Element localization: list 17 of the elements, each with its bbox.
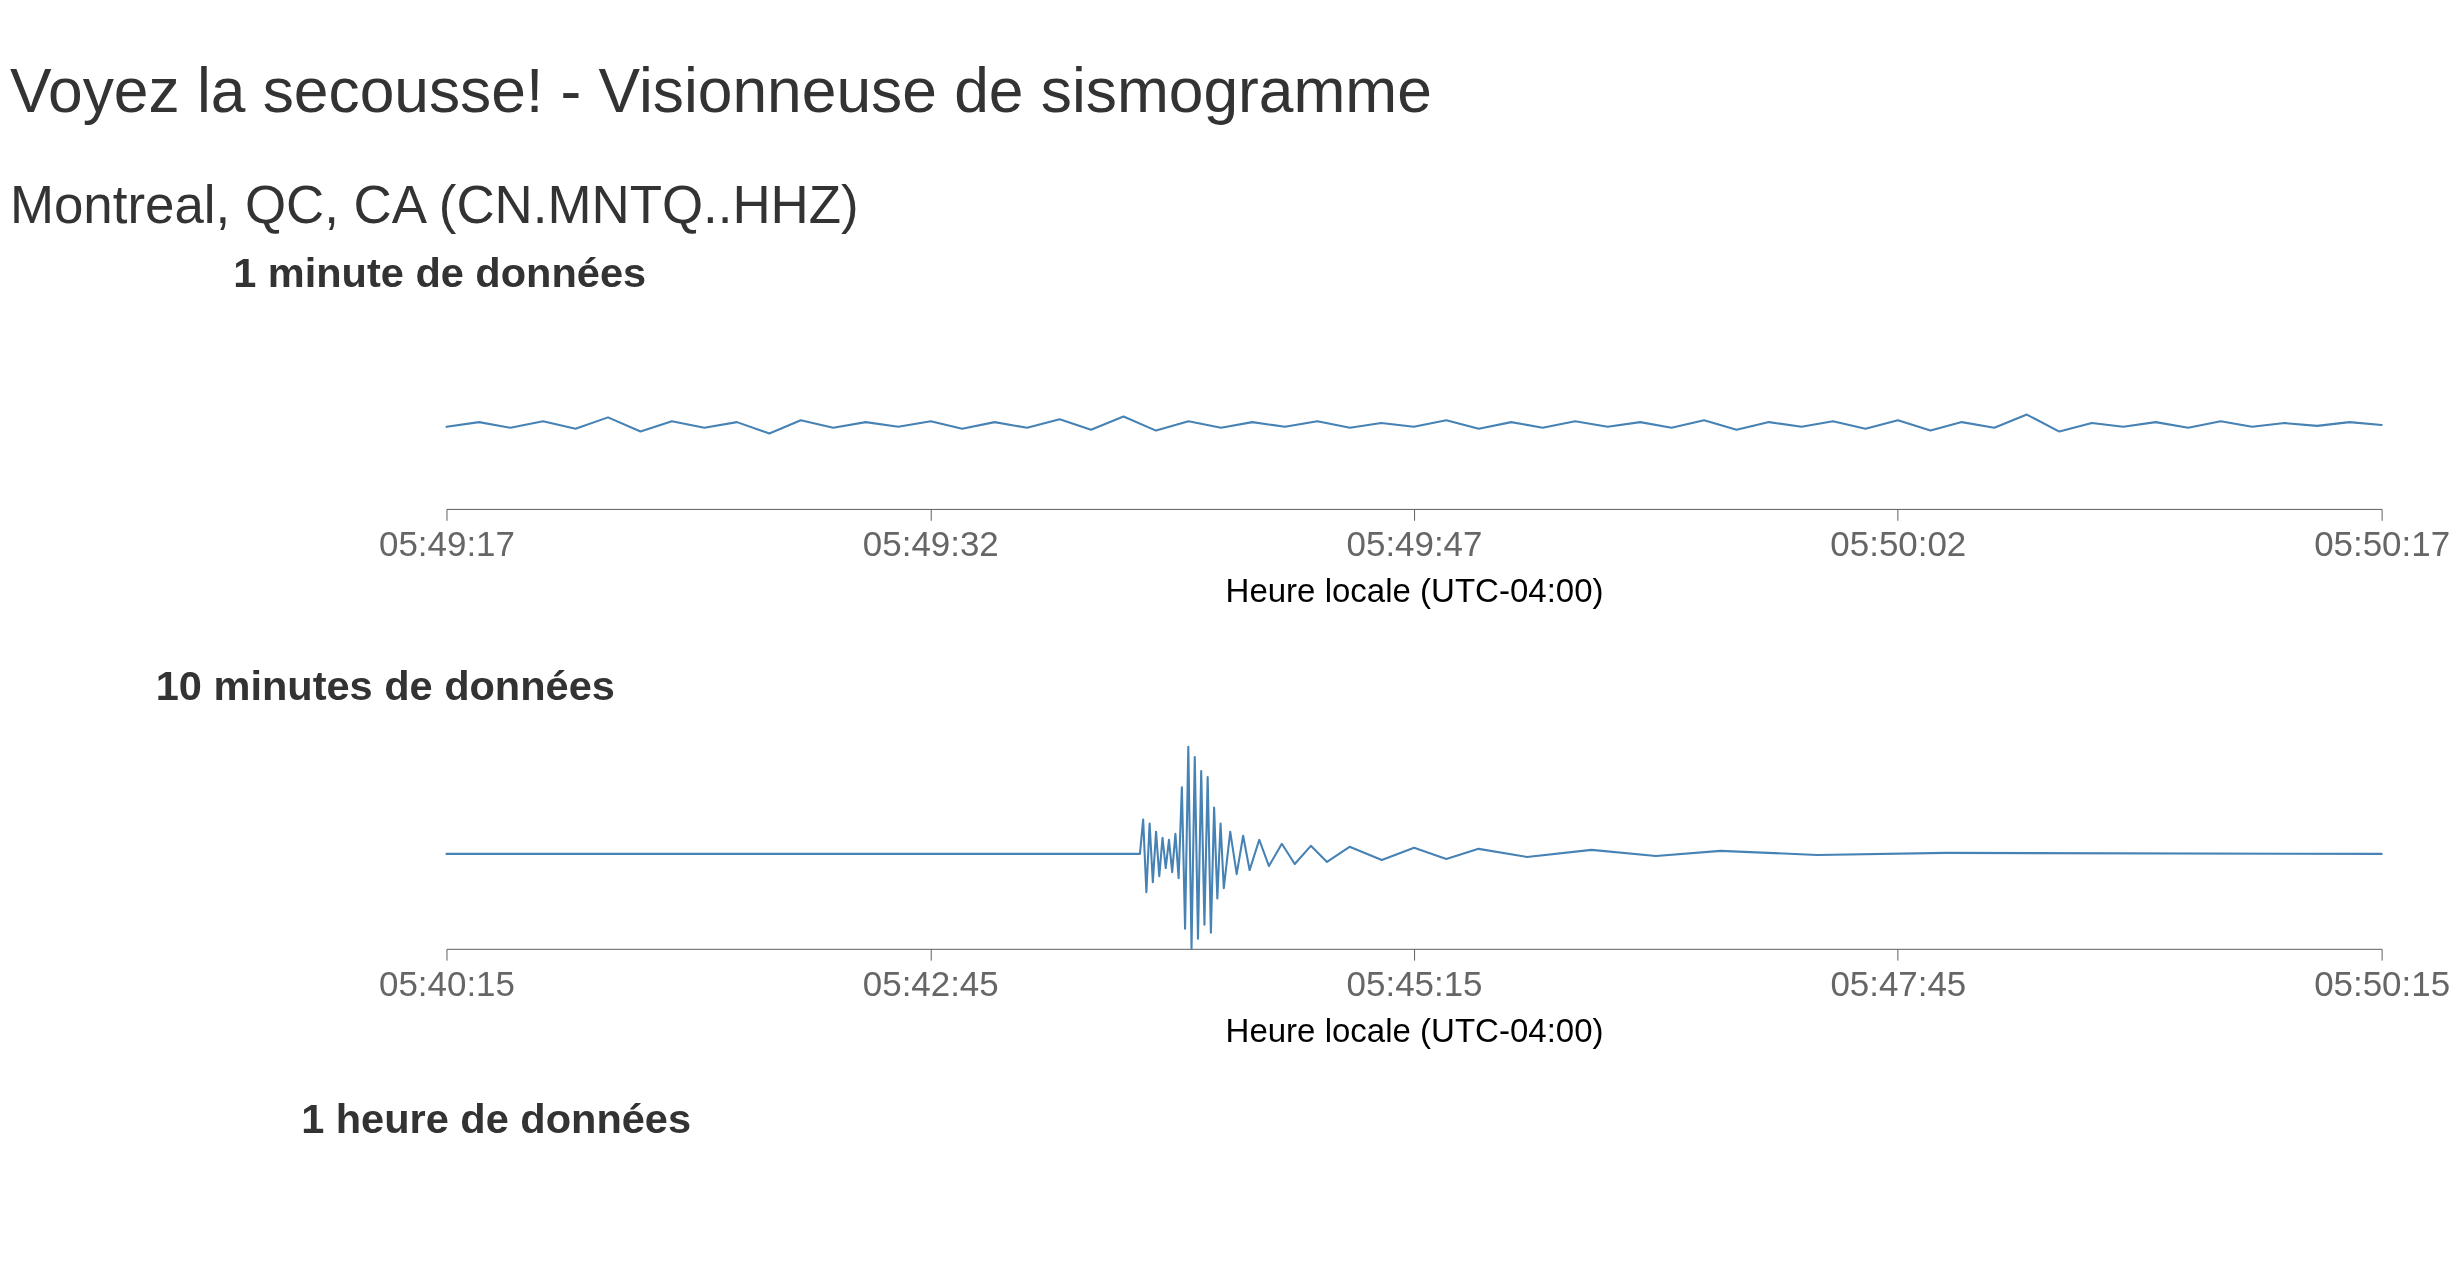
x-tick-label: 05:49:32 [862, 523, 999, 563]
x-tick-label: 05:50:02 [1830, 523, 1967, 563]
x-tick-label: 05:49:17 [379, 523, 515, 563]
x-tick-label: 05:47:45 [1830, 963, 1967, 1003]
chart-title: Voyez la secousse! - Visionneuse de sismogramme [9, 55, 1432, 125]
text: 1 minute de données [233, 249, 647, 297]
x-tick-label: 05:42:45 [862, 963, 999, 1003]
chart-title: 10 minutes de données [155, 661, 615, 709]
chart-subtitle: Montreal, QC, CA (CN.MNTQ..HHZ) [9, 175, 859, 235]
x-axis-title: Heure locale (UTC-04:00) [1225, 1011, 1604, 1049]
text: 1 heure de données [301, 1094, 692, 1142]
x-tick-label: 05:50:15 [2314, 963, 2451, 1003]
x-tick-label: 05:45:15 [1346, 963, 1483, 1003]
x-tick-label: 05:40:15 [379, 963, 515, 1003]
x-tick-label: 05:49:47 [1346, 523, 1483, 563]
x-axis-title: Heure locale (UTC-04:00) [1225, 571, 1604, 609]
x-tick-label: 05:50:17 [2314, 523, 2451, 563]
